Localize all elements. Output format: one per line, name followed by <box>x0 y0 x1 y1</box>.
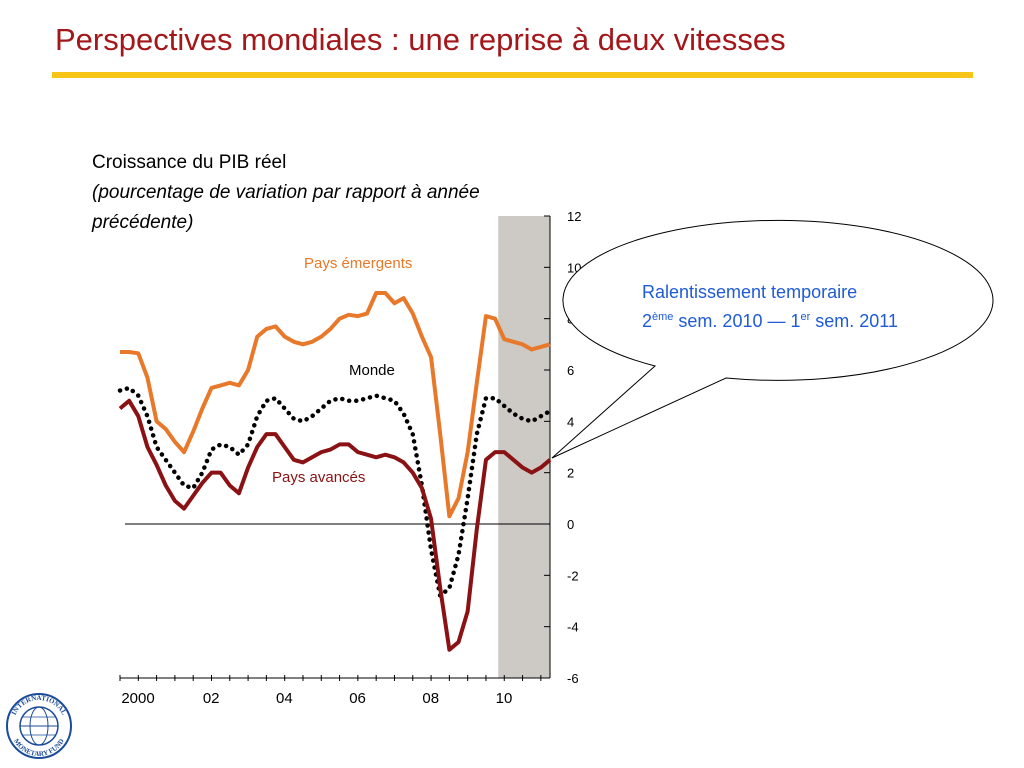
callout-bubble <box>551 219 994 459</box>
world-line <box>117 385 553 599</box>
y-tick-label: -4 <box>567 620 579 635</box>
x-tick-label: 06 <box>349 690 366 707</box>
y-tick-label: 2 <box>567 466 574 481</box>
callout-line-2: 2ème sem. 2010 — 1er sem. 2011 <box>642 311 898 331</box>
y-tick-label: -6 <box>567 671 579 686</box>
y-tick-label: 4 <box>567 414 574 429</box>
x-tick-label: 10 <box>496 690 513 707</box>
y-tick-label: 0 <box>567 517 574 532</box>
x-tick-label: 02 <box>203 690 220 707</box>
chart-subtitle: (pourcentage de variation par rapport à … <box>92 182 480 233</box>
x-tick-label: 04 <box>276 690 293 707</box>
chart-heading: Croissance du PIB réel (pourcentage de v… <box>92 148 532 238</box>
y-tick-label: 12 <box>567 209 581 224</box>
y-tick-label: 6 <box>567 363 574 378</box>
emerging-markets-line <box>120 291 551 519</box>
x-tick-label: 08 <box>422 690 439 707</box>
slide-title: Perspectives mondiales : une reprise à d… <box>55 22 786 57</box>
callout-line-1: Ralentissement temporaire <box>642 282 858 302</box>
imf-seal-logo: INTERNATIONAL MONETARY FUND <box>6 693 72 759</box>
x-tick-label: 2000 <box>121 690 154 707</box>
y-tick-label: -2 <box>567 568 579 583</box>
series-label-world: Monde <box>349 362 395 379</box>
chart-title: Croissance du PIB réel <box>92 152 287 173</box>
series-label-emerging: Pays émergents <box>304 255 412 272</box>
callout-text: Ralentissement temporaire 2ème sem. 2010… <box>642 280 898 334</box>
advanced-economies-line <box>118 398 552 652</box>
series-label-advanced: Pays avancés <box>272 469 365 486</box>
title-rule <box>52 72 973 78</box>
forecast-shade <box>498 216 550 678</box>
